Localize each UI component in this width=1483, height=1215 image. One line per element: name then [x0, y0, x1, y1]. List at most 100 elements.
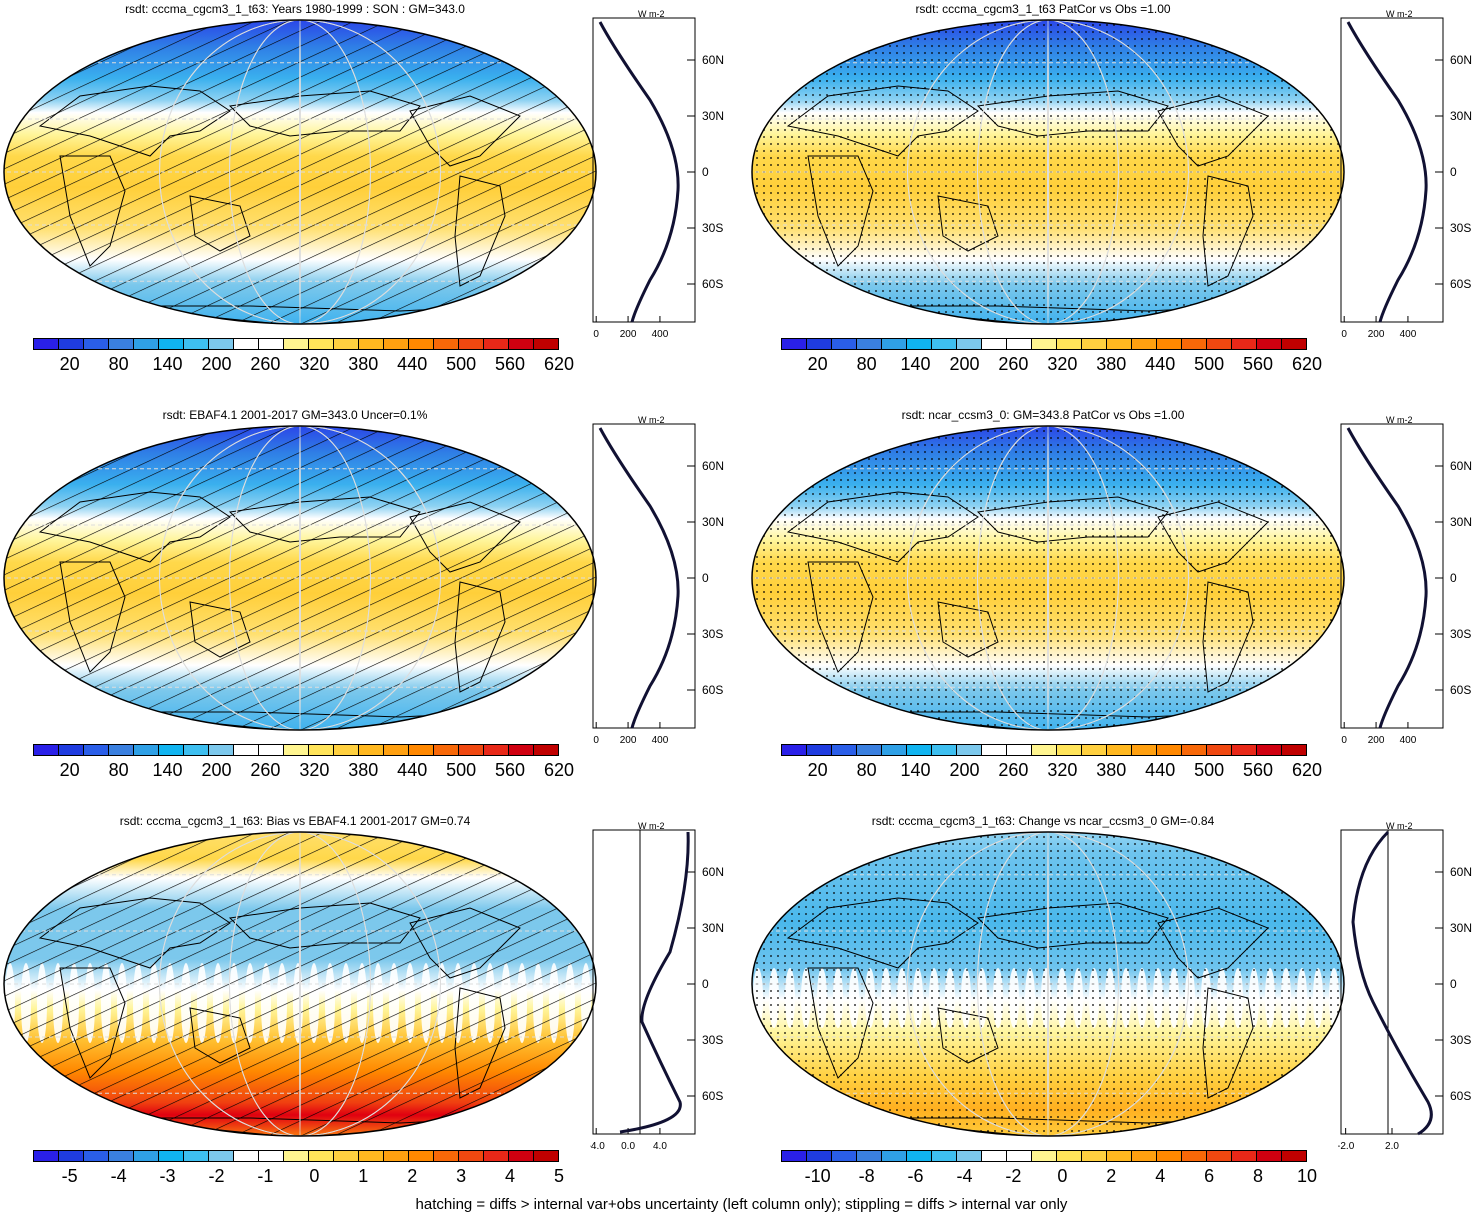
colorbar-swatch — [509, 339, 534, 349]
latitude-tick-label: 30N — [1450, 109, 1472, 123]
colorbar-swatch — [459, 745, 484, 755]
colorbar-swatch — [1032, 339, 1057, 349]
colorbar-tick-label: 440 — [397, 354, 428, 374]
latitude-tick-label: 0 — [1450, 977, 1457, 991]
colorbar-tick-label: 0 — [1057, 1166, 1068, 1186]
latitude-tick-label: 30N — [1450, 921, 1472, 935]
colorbar-swatch — [907, 339, 932, 349]
profile-line — [619, 831, 690, 1134]
colorbar-swatch — [982, 745, 1007, 755]
latitude-tick-label: 60N — [702, 459, 724, 473]
zonal-mean-profile: W m-2 60N 30N 0 30S 60S 0 200 400 — [592, 416, 724, 746]
colorbar-swatch — [334, 339, 359, 349]
colorbar-swatch — [1132, 339, 1157, 349]
profile-line — [598, 427, 680, 729]
profile-tick-label: 400 — [1400, 735, 1417, 746]
colorbar-swatch — [832, 745, 857, 755]
latitude-tick-label: 30N — [702, 921, 724, 935]
colorbar-tick-label: 380 — [1096, 760, 1127, 780]
colorbar — [33, 1150, 559, 1162]
colorbar-swatch — [1107, 1151, 1132, 1161]
colorbar-swatch — [309, 745, 334, 755]
colorbar-swatch — [384, 1151, 409, 1161]
latitude-tick-label: 30S — [702, 1033, 723, 1047]
colorbar-swatch — [34, 745, 59, 755]
colorbar-swatch — [159, 339, 184, 349]
colorbar-tick-label: 80 — [856, 760, 877, 780]
colorbar-tick-label: 8 — [1253, 1166, 1264, 1186]
zonal-mean-profile: W m-2 60N 30N 0 30S 60S 0 200 400 — [1340, 416, 1472, 746]
colorbar-swatch — [184, 339, 209, 349]
colorbar-tick-label: 620 — [543, 354, 575, 374]
colorbar-tick-label: 260 — [250, 760, 281, 780]
colorbar-swatch — [1232, 339, 1257, 349]
colorbar-swatch — [134, 1151, 159, 1161]
robinson-map — [3, 425, 597, 731]
panel-d: rsdt: ncar_ccsm3_0: GM=343.8 PatCor vs O… — [748, 406, 1483, 806]
colorbar-labels: 20 80 140 200 260 320 380 440 500 560 620 — [781, 354, 1322, 376]
colorbar-swatch — [1232, 745, 1257, 755]
profile-unit-label: W m-2 — [1386, 416, 1413, 425]
colorbar-tick-label: -2 — [208, 1166, 225, 1186]
colorbar-swatch — [109, 1151, 134, 1161]
zonal-mean-profile: W m-2 60N 30N 0 30S 60S 0 200 400 — [592, 10, 724, 340]
colorbar-swatch — [134, 745, 159, 755]
colorbar-tick-label: 260 — [998, 354, 1029, 374]
colorbar-tick-label: -4 — [110, 1166, 127, 1186]
colorbar-tick-label: 320 — [299, 354, 330, 374]
colorbar-tick-label: -1 — [257, 1166, 274, 1186]
colorbar-swatch — [982, 339, 1007, 349]
colorbar-swatch — [1082, 1151, 1107, 1161]
profile-tick-label: 0 — [1341, 329, 1347, 340]
colorbar-swatch — [882, 1151, 907, 1161]
colorbar-swatch — [1157, 339, 1182, 349]
colorbar-swatch — [184, 745, 209, 755]
colorbar-swatch — [284, 745, 309, 755]
profile-unit-label: W m-2 — [1386, 10, 1413, 19]
colorbar-swatch — [957, 339, 982, 349]
colorbar-swatch — [59, 745, 84, 755]
colorbar-swatch — [159, 745, 184, 755]
colorbar-tick-label: 80 — [108, 354, 129, 374]
colorbar-tick-label: 5 — [553, 1166, 565, 1186]
colorbar-swatch — [359, 1151, 384, 1161]
colorbar-swatch — [807, 339, 832, 349]
colorbar-swatch — [1157, 1151, 1182, 1161]
colorbar — [781, 744, 1307, 756]
colorbar-tick-label: 620 — [1291, 760, 1323, 780]
colorbar-labels: -10 -8 -6 -4 -2 0 2 4 6 8 10 — [781, 1166, 1317, 1188]
colorbar-tick-label: 440 — [397, 760, 428, 780]
colorbar-swatch — [1057, 339, 1082, 349]
colorbar-swatch — [1182, 1151, 1207, 1161]
colorbar-swatch — [209, 745, 234, 755]
colorbar-swatch — [484, 1151, 509, 1161]
colorbar-swatch — [534, 745, 558, 755]
colorbar-tick-label: 380 — [1096, 354, 1127, 374]
latitude-tick-label: 30N — [1450, 515, 1472, 529]
colorbar-swatch — [1282, 339, 1306, 349]
profile-unit-label: W m-2 — [638, 416, 665, 425]
colorbar-swatch — [434, 745, 459, 755]
colorbar-tick-label: 560 — [495, 760, 526, 780]
colorbar-swatch — [534, 339, 558, 349]
colorbar-tick-label: -10 — [804, 1166, 831, 1186]
panel-f: rsdt: cccma_cgcm3_1_t63: Change vs ncar_… — [748, 812, 1483, 1212]
colorbar-swatch — [932, 1151, 957, 1161]
colorbar-swatch — [59, 1151, 84, 1161]
colorbar-swatch — [434, 339, 459, 349]
colorbar-swatch — [359, 339, 384, 349]
colorbar-swatch — [1032, 745, 1057, 755]
colorbar-swatch — [259, 745, 284, 755]
latitude-tick-label: 60S — [1450, 1089, 1471, 1103]
panel-b: rsdt: cccma_cgcm3_1_t63 PatCor vs Obs =1… — [748, 0, 1483, 400]
colorbar-tick-label: 2 — [1106, 1166, 1117, 1186]
panel-title: rsdt: cccma_cgcm3_1_t63: Change vs ncar_… — [871, 814, 1215, 828]
colorbar-tick-label: 320 — [1047, 354, 1078, 374]
colorbar — [781, 1150, 1307, 1162]
robinson-map — [751, 831, 1345, 1137]
profile-tick-label: -4.0 — [590, 1141, 605, 1152]
colorbar-swatch — [1032, 1151, 1057, 1161]
profile-tick-label: 0 — [593, 735, 599, 746]
profile-tick-label: 4.0 — [653, 1141, 667, 1152]
colorbar-tick-label: 440 — [1145, 760, 1176, 780]
